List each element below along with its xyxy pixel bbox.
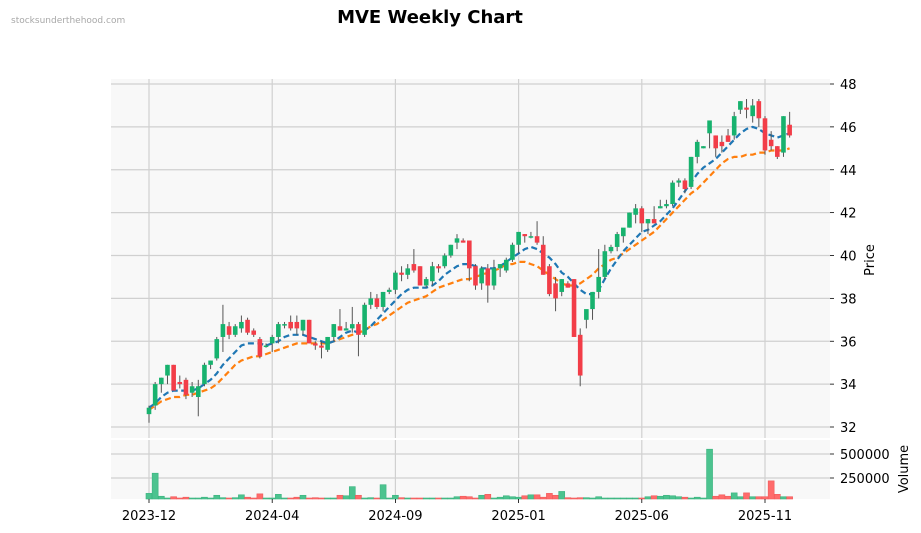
price-axis-label: Price xyxy=(863,244,878,276)
volume-tick-label: 250000 xyxy=(840,472,890,487)
x-tick-label: 2025-06 xyxy=(615,509,669,524)
chart-title: MVE Weekly Chart xyxy=(337,7,523,28)
price-tick-label: 34 xyxy=(840,378,857,393)
x-tick-label: 2024-04 xyxy=(245,509,299,524)
x-tick-label: 2025-11 xyxy=(738,509,792,524)
watermark: stocksunderthehood.com xyxy=(11,16,126,26)
x-tick-label: 2023-12 xyxy=(122,509,176,524)
axes: 32 34 36 38 40 42 44 46 48 250000 500000 2023-12 202… xyxy=(122,78,890,524)
price-tick-label: 44 xyxy=(840,164,857,179)
volume-bars xyxy=(145,448,793,500)
volume-axis-label: Volume xyxy=(897,445,912,493)
volume-tick-label: 500000 xyxy=(840,448,890,463)
price-tick-label: 46 xyxy=(840,121,857,136)
price-tick-label: 40 xyxy=(840,250,857,265)
price-tick-label: 48 xyxy=(840,78,857,93)
x-tick-label: 2024-09 xyxy=(368,509,422,524)
candlesticks xyxy=(146,99,792,423)
price-tick-label: 42 xyxy=(840,207,857,222)
x-tick-label: 2025-01 xyxy=(491,509,545,524)
price-tick-label: 32 xyxy=(840,421,857,436)
price-tick-label: 36 xyxy=(840,335,857,350)
price-tick-label: 38 xyxy=(840,292,857,307)
volume-panel xyxy=(111,440,830,499)
